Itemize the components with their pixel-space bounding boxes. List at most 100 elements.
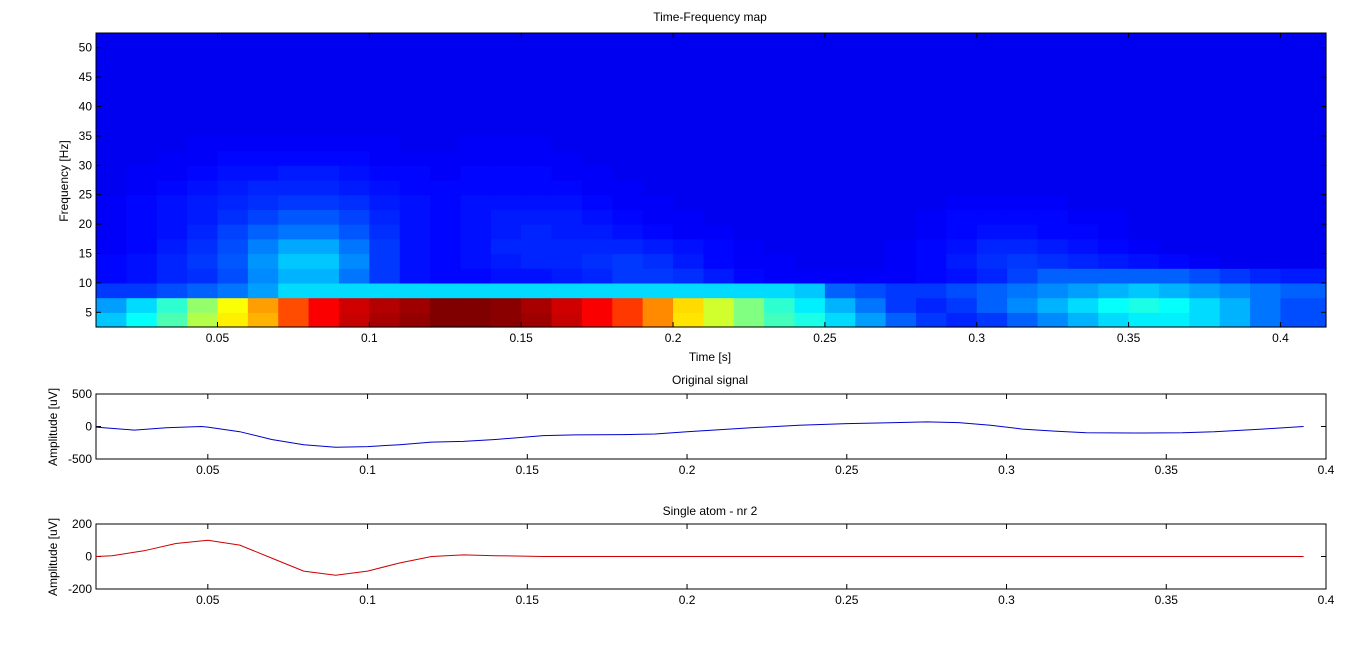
- heatmap-cell: [703, 297, 735, 313]
- heatmap-cell: [126, 282, 158, 299]
- heatmap-cell: [460, 106, 492, 137]
- heatmap-cell: [96, 312, 127, 328]
- heatmap-cell: [946, 209, 978, 225]
- heatmap-cell: [308, 106, 340, 137]
- heatmap-cell: [612, 135, 644, 152]
- heatmap-cell: [460, 180, 492, 196]
- heatmap-cell: [1067, 312, 1099, 328]
- heatmap-cell: [1280, 194, 1327, 210]
- heatmap-cell: [521, 268, 553, 284]
- heatmap-cell: [916, 238, 947, 255]
- heatmap-cell: [581, 106, 613, 137]
- heatmap-cell: [187, 135, 219, 152]
- heatmap-cell: [733, 33, 765, 78]
- heatmap-cell: [612, 194, 644, 210]
- heatmap-cell: [1067, 135, 1099, 152]
- heatmap-cell: [551, 238, 583, 255]
- heatmap-cell: [338, 150, 370, 166]
- heatmap-cell: [1158, 194, 1190, 210]
- heatmap-cell: [1037, 33, 1069, 78]
- heatmap-cell: [642, 224, 674, 240]
- heatmap-cell: [521, 150, 553, 166]
- heatmap-cell: [1219, 282, 1251, 299]
- heatmap-cell: [217, 297, 249, 313]
- heatmap-cell: [1007, 238, 1039, 255]
- tf-map-x-tick-label: 0.2: [665, 331, 682, 345]
- heatmap-cell: [1189, 150, 1221, 166]
- heatmap-cell: [369, 268, 401, 284]
- heatmap-cell: [1280, 33, 1327, 78]
- heatmap-cell: [1067, 180, 1099, 196]
- single-atom-line: [95, 539, 1304, 576]
- original-signal-ylabel: Amplitude [uV]: [46, 388, 60, 466]
- heatmap-cell: [824, 224, 856, 240]
- heatmap-cell: [399, 150, 431, 166]
- heatmap-cell: [1158, 297, 1190, 313]
- heatmap-cell: [855, 77, 887, 108]
- heatmap-cell: [764, 33, 796, 78]
- heatmap-cell: [1280, 106, 1327, 137]
- heatmap-cell: [976, 209, 1008, 225]
- heatmap-cell: [1158, 106, 1190, 137]
- heatmap-cell: [673, 106, 705, 137]
- heatmap-cell: [916, 209, 947, 225]
- heatmap-cell: [278, 194, 310, 210]
- original-signal-y-ticks: -500 0 500: [68, 387, 1326, 466]
- heatmap-cell: [308, 135, 340, 152]
- original-signal-x-tick-label: 0.3: [998, 463, 1015, 477]
- heatmap-cell: [946, 253, 978, 269]
- heatmap-cell: [399, 106, 431, 137]
- heatmap-cell: [187, 77, 219, 108]
- heatmap-cell: [247, 165, 279, 181]
- heatmap-cell: [1007, 33, 1039, 78]
- heatmap-cell: [1037, 165, 1069, 181]
- heatmap-cell: [1098, 282, 1130, 299]
- heatmap-cell: [278, 209, 310, 225]
- heatmap-cell: [581, 135, 613, 152]
- heatmap-cell: [1280, 209, 1327, 225]
- heatmap-cell: [1189, 238, 1221, 255]
- heatmap-cell: [490, 150, 522, 166]
- heatmap-cell: [126, 33, 158, 78]
- heatmap-cell: [278, 238, 310, 255]
- heatmap-cell: [1067, 224, 1099, 240]
- heatmap-cell: [733, 77, 765, 108]
- heatmap-cell: [156, 253, 188, 269]
- heatmap-cell: [338, 135, 370, 152]
- heatmap-cell: [703, 135, 735, 152]
- heatmap-cell: [885, 180, 917, 196]
- heatmap-cell: [430, 224, 462, 240]
- heatmap-cell: [187, 150, 219, 166]
- heatmap-cell: [1250, 180, 1282, 196]
- heatmap-cell: [855, 209, 887, 225]
- heatmap-cell: [794, 180, 826, 196]
- heatmap-cell: [976, 238, 1008, 255]
- heatmap-cell: [1098, 224, 1130, 240]
- heatmap-cell: [794, 33, 826, 78]
- single-atom-y-tick-label: -200: [68, 582, 92, 596]
- heatmap-cell: [824, 268, 856, 284]
- heatmap-cell: [855, 268, 887, 284]
- heatmap-cell: [490, 253, 522, 269]
- heatmap-cell: [278, 312, 310, 328]
- heatmap-cell: [885, 297, 917, 313]
- heatmap-cell: [278, 106, 310, 137]
- tf-map-heatmap: [96, 33, 1327, 328]
- heatmap-cell: [946, 268, 978, 284]
- heatmap-cell: [581, 238, 613, 255]
- original-signal-x-ticks: 0.05 0.1 0.15 0.2 0.25 0.3 0.35 0.4: [196, 394, 1335, 477]
- heatmap-cell: [1067, 106, 1099, 137]
- heatmap-cell: [126, 238, 158, 255]
- heatmap-cell: [521, 224, 553, 240]
- heatmap-cell: [764, 209, 796, 225]
- heatmap-cell: [855, 165, 887, 181]
- heatmap-cell: [946, 77, 978, 108]
- heatmap-cell: [916, 268, 947, 284]
- original-signal-y-tick-label: 0: [85, 420, 92, 434]
- heatmap-cell: [733, 209, 765, 225]
- heatmap-cell: [855, 297, 887, 313]
- heatmap-cell: [460, 253, 492, 269]
- heatmap-cell: [308, 224, 340, 240]
- heatmap-cell: [764, 268, 796, 284]
- single-atom-x-tick-label: 0.3: [998, 593, 1015, 607]
